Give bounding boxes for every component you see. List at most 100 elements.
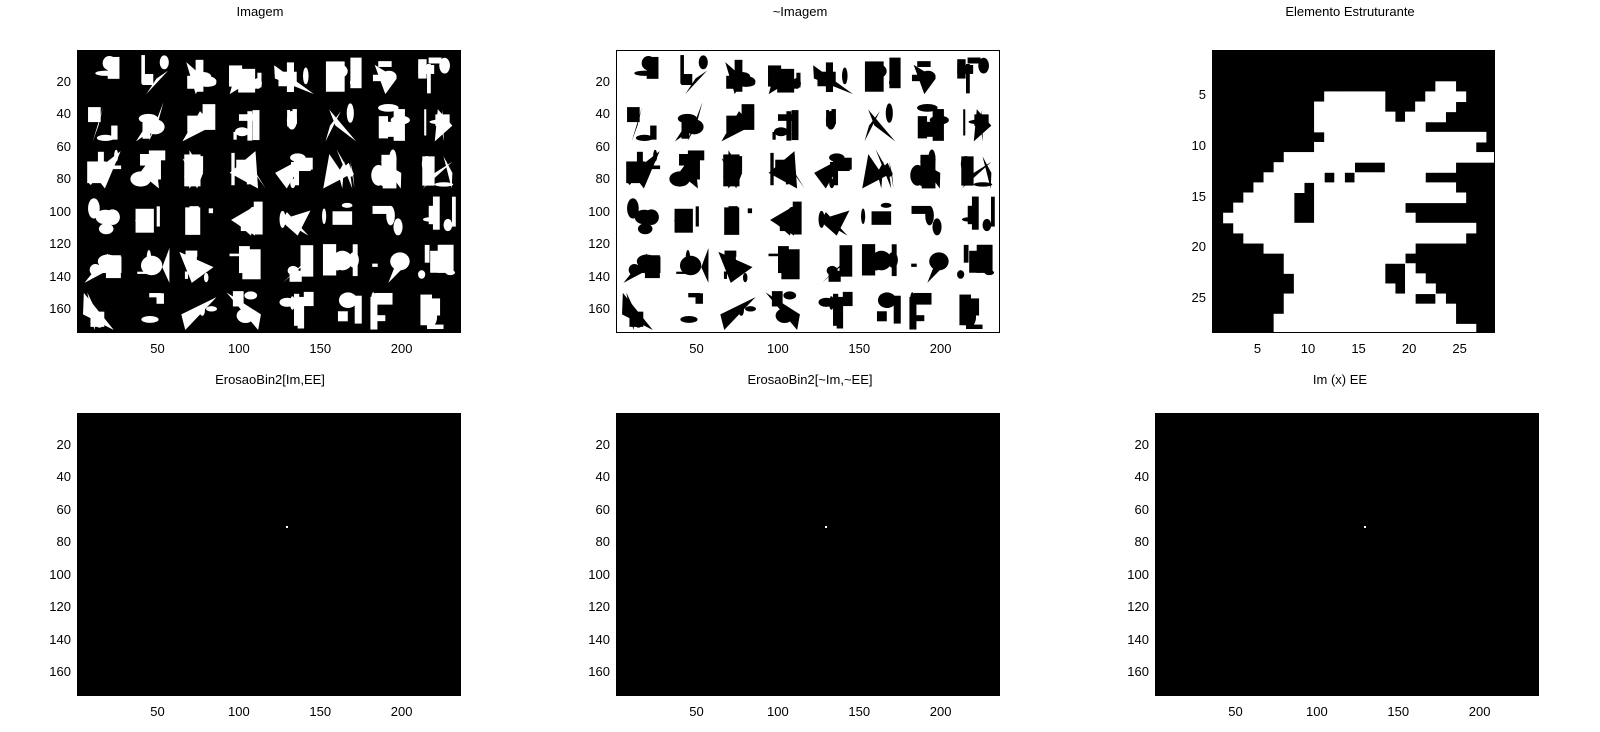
hieroglyph-glyph [287,109,297,130]
hieroglyph-glyph [818,292,852,329]
se-pixel [1294,182,1305,193]
se-pixel [1243,203,1254,214]
se-pixel [1294,162,1305,173]
y-tick-label: 40 [31,106,71,121]
se-pixel [1375,91,1386,102]
se-pixel [1405,273,1416,284]
se-pixel [1314,193,1325,204]
se-pixel [1264,172,1275,183]
se-pixel [1365,102,1376,113]
hieroglyph-glyph [720,297,756,330]
se-pixel [1274,213,1285,224]
se-pixel [1304,304,1315,315]
se-pixel [1324,273,1335,284]
se-pixel [1375,193,1386,204]
structuring-element-bitmap [1213,51,1495,333]
se-pixel [1415,142,1426,153]
hieroglyph-glyph [959,295,982,329]
se-pixel [1445,91,1456,102]
se-pixel [1415,102,1426,113]
se-pixel [1435,112,1446,123]
se-pixel [1405,213,1416,224]
x-tick-label: 150 [839,704,879,719]
hieroglyph-glyph [338,292,362,323]
se-pixel [1405,193,1416,204]
se-pixel [1405,182,1416,193]
se-pixel [1385,132,1396,143]
se-pixel [1456,132,1467,143]
hieroglyph-glyph [861,203,891,225]
se-pixel [1435,324,1446,333]
y-tick-label: 120 [570,236,610,251]
se-pixel [1395,243,1406,254]
se-pixel [1324,102,1335,113]
se-pixel [1445,314,1456,325]
se-pixel [1304,324,1315,333]
hieroglyph-glyph [963,109,991,141]
x-tick-label: 100 [758,704,798,719]
se-pixel [1344,273,1355,284]
se-pixel [1365,223,1376,234]
se-pixel [1365,182,1376,193]
se-pixel [1375,253,1386,264]
se-pixel [1264,233,1275,244]
se-pixel [1395,152,1406,163]
hieroglyph-glyph [326,58,362,92]
se-pixel [1344,102,1355,113]
hieroglyph-glyph [323,244,359,276]
y-tick-label: 80 [570,534,610,549]
hieroglyph-glyph [230,246,261,279]
se-pixel [1415,172,1426,183]
se-pixel [1476,152,1487,163]
se-pixel [1274,223,1285,234]
se-pixel [1355,112,1366,123]
se-pixel [1304,314,1315,325]
se-pixel [1395,162,1406,173]
hieroglyph-glyph [627,107,656,141]
se-pixel [1425,193,1436,204]
se-pixel [1304,273,1315,284]
se-pixel [1435,132,1446,143]
image-axes [77,50,461,333]
hieroglyph-glyph [323,150,354,189]
hieroglyph-glyph [274,62,314,94]
se-pixel [1334,162,1345,173]
y-tick-label: 20 [570,74,610,89]
se-pixel [1435,304,1446,315]
se-pixel [1264,243,1275,254]
se-pixel [1274,162,1285,173]
se-pixel [1365,112,1376,123]
se-pixel [1385,193,1396,204]
se-pixel [1415,152,1426,163]
y-tick-label: 60 [570,139,610,154]
se-pixel [1395,324,1406,333]
se-pixel [1304,172,1315,183]
se-pixel [1395,253,1406,264]
hieroglyph-glyph [422,156,453,189]
se-pixel [1324,142,1335,153]
hieroglyph-glyph [370,292,392,329]
se-pixel [1324,132,1335,143]
se-pixel [1375,102,1386,113]
se-pixel [1395,122,1406,133]
se-pixel [1274,314,1285,325]
y-tick-label: 80 [31,534,71,549]
hieroglyph-glyph [181,297,217,330]
se-pixel [1334,233,1345,244]
se-pixel [1344,122,1355,133]
hieroglyph-glyph [226,291,260,330]
se-pixel [1264,223,1275,234]
se-pixel [1334,142,1345,153]
hieroglyph-glyph [721,104,754,141]
x-tick-label: 25 [1440,341,1480,356]
se-pixel [1486,152,1495,163]
se-pixel [1334,172,1345,183]
hieroglyph-glyph [183,150,204,188]
se-pixel [1355,223,1366,234]
se-pixel [1284,182,1295,193]
se-pixel [1415,273,1426,284]
se-pixel [1314,112,1325,123]
se-pixel [1395,193,1406,204]
se-pixel [1355,122,1366,133]
se-pixel [1405,223,1416,234]
